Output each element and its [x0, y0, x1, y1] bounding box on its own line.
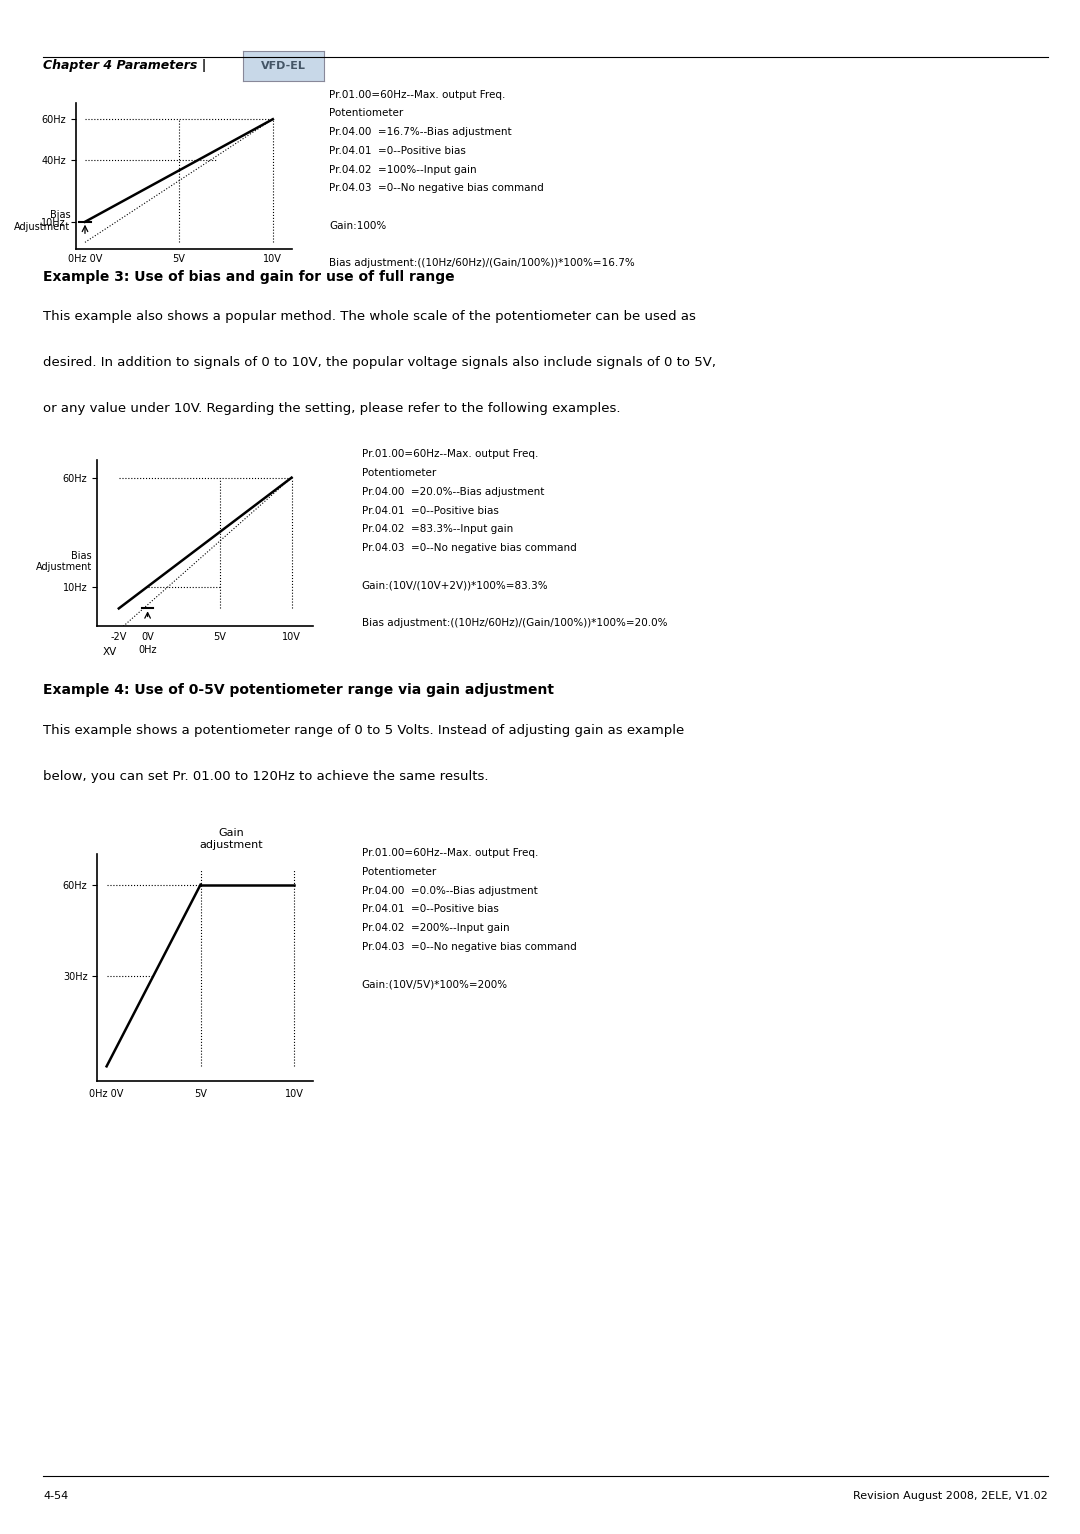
Text: 0V: 0V — [141, 632, 154, 643]
Text: Revision August 2008, 2ELE, V1.02: Revision August 2008, 2ELE, V1.02 — [853, 1491, 1048, 1502]
Text: Chapter 4 Parameters |: Chapter 4 Parameters | — [43, 58, 206, 72]
Text: 0Hz: 0Hz — [138, 646, 157, 655]
Text: 10V: 10V — [264, 253, 282, 264]
Text: Bias
Adjustment: Bias Adjustment — [14, 210, 70, 232]
Text: Pr.04.00  =16.7%--Bias adjustment: Pr.04.00 =16.7%--Bias adjustment — [329, 127, 512, 137]
Text: or any value under 10V. Regarding the setting, please refer to the following exa: or any value under 10V. Regarding the se… — [43, 402, 621, 414]
Text: Potentiometer: Potentiometer — [362, 867, 436, 877]
Text: Potentiometer: Potentiometer — [362, 468, 436, 479]
Text: Gain
adjustment: Gain adjustment — [200, 828, 262, 850]
Text: VFD-EL: VFD-EL — [261, 61, 306, 71]
Text: Bias adjustment:((10Hz/60Hz)/(Gain/100%))*100%=16.7%: Bias adjustment:((10Hz/60Hz)/(Gain/100%)… — [329, 258, 635, 268]
Text: Pr.04.02  =100%--Input gain: Pr.04.02 =100%--Input gain — [329, 164, 477, 175]
Text: Pr.04.01  =0--Positive bias: Pr.04.01 =0--Positive bias — [362, 506, 499, 515]
Text: Pr.04.01  =0--Positive bias: Pr.04.01 =0--Positive bias — [329, 146, 467, 156]
Text: -2V: -2V — [110, 632, 127, 643]
Text: below, you can set Pr. 01.00 to 120Hz to achieve the same results.: below, you can set Pr. 01.00 to 120Hz to… — [43, 770, 488, 782]
Text: Pr.04.00  =0.0%--Bias adjustment: Pr.04.00 =0.0%--Bias adjustment — [362, 885, 538, 896]
Text: Pr.01.00=60Hz--Max. output Freq.: Pr.01.00=60Hz--Max. output Freq. — [362, 848, 538, 859]
Text: Pr.04.02  =83.3%--Input gain: Pr.04.02 =83.3%--Input gain — [362, 525, 513, 534]
Text: Pr.04.03  =0--No negative bias command: Pr.04.03 =0--No negative bias command — [362, 942, 577, 953]
Text: Potentiometer: Potentiometer — [329, 109, 404, 118]
Text: Gain:(10V/(10V+2V))*100%=83.3%: Gain:(10V/(10V+2V))*100%=83.3% — [362, 580, 549, 591]
Text: This example shows a potentiometer range of 0 to 5 Volts. Instead of adjusting g: This example shows a potentiometer range… — [43, 724, 685, 736]
Text: Pr.01.00=60Hz--Max. output Freq.: Pr.01.00=60Hz--Max. output Freq. — [362, 449, 538, 460]
Text: 5V: 5V — [173, 253, 186, 264]
Text: Pr.04.01  =0--Positive bias: Pr.04.01 =0--Positive bias — [362, 905, 499, 914]
Text: Pr.01.00=60Hz--Max. output Freq.: Pr.01.00=60Hz--Max. output Freq. — [329, 89, 505, 100]
Text: Pr.04.03  =0--No negative bias command: Pr.04.03 =0--No negative bias command — [362, 543, 577, 554]
Text: 5V: 5V — [213, 632, 226, 643]
Text: Pr.04.02  =200%--Input gain: Pr.04.02 =200%--Input gain — [362, 923, 510, 933]
Text: desired. In addition to signals of 0 to 10V, the popular voltage signals also in: desired. In addition to signals of 0 to … — [43, 356, 716, 368]
Text: 10V: 10V — [285, 1089, 303, 1098]
Text: Pr.04.03  =0--No negative bias command: Pr.04.03 =0--No negative bias command — [329, 184, 544, 193]
Text: 4-54: 4-54 — [43, 1491, 68, 1502]
Text: Bias adjustment:((10Hz/60Hz)/(Gain/100%))*100%=20.0%: Bias adjustment:((10Hz/60Hz)/(Gain/100%)… — [362, 618, 667, 627]
Text: Pr.04.00  =20.0%--Bias adjustment: Pr.04.00 =20.0%--Bias adjustment — [362, 486, 544, 497]
Text: Example 4: Use of 0-5V potentiometer range via gain adjustment: Example 4: Use of 0-5V potentiometer ran… — [43, 683, 554, 696]
Text: Gain:(10V/5V)*100%=200%: Gain:(10V/5V)*100%=200% — [362, 979, 508, 989]
Text: Gain:100%: Gain:100% — [329, 221, 387, 230]
Text: Example 3: Use of bias and gain for use of full range: Example 3: Use of bias and gain for use … — [43, 270, 455, 284]
Text: 10V: 10V — [282, 632, 301, 643]
Text: 5V: 5V — [194, 1089, 207, 1098]
Text: Bias
Adjustment: Bias Adjustment — [36, 551, 92, 572]
Text: 0Hz 0V: 0Hz 0V — [90, 1089, 124, 1098]
Text: This example also shows a popular method. The whole scale of the potentiometer c: This example also shows a popular method… — [43, 310, 697, 322]
Text: XV: XV — [103, 647, 117, 658]
Text: 0Hz 0V: 0Hz 0V — [68, 253, 103, 264]
